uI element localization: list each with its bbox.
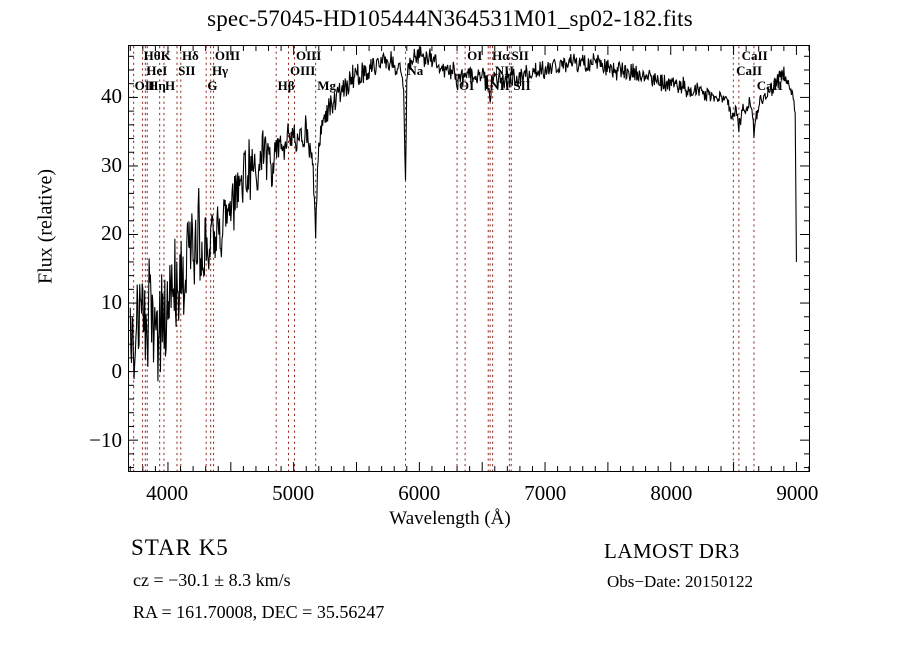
x-tick-label: 5000 [272,481,315,505]
survey-name-text: LAMOST DR3 [604,539,740,563]
coordinates-text: RA = 161.70008, DEC = 35.56247 [133,602,385,622]
x-tick-label: 6000 [398,481,441,505]
line-label-NII-6548: NII [490,78,510,93]
line-marker-group [133,46,755,471]
y-axis-title: Flux (relative) [34,169,57,284]
redshift-velocity-text: cz = −30.1 ± 8.3 km/s [133,570,291,590]
x-tick-label: 8000 [650,481,693,505]
line-label-H-4340: Hγ [211,63,229,78]
y-tick-group [129,55,809,469]
line-label-H-4861: Hβ [277,78,295,93]
line-label-OIII-4363: OIII [214,48,241,63]
line-label-SII-6716: SII [511,48,529,63]
x-tick-label: 7000 [524,481,567,505]
line-label-H-4102: Hδ [181,48,199,63]
line-label-OIII-5007: OIII [296,48,322,63]
y-tick-label: 20 [101,221,122,246]
line-label-H-3798: Hθ [143,48,161,63]
line-label-OII-3727: OII [134,78,155,93]
spectrum-trace [129,46,797,382]
line-label-SII-4072: SII [178,63,196,78]
page-title: spec-57045-HD105444N364531M01_sp02-182.f… [207,6,693,31]
line-label-K-3934: K [160,48,171,63]
line-label-CaII-8662: CaII [756,78,783,93]
spectrum-canvas [129,46,809,471]
observation-date-text: Obs−Date: 20150122 [607,572,754,591]
line-label-H-3968: H [165,78,176,93]
line-label-NII-6583: NII [494,63,515,78]
y-tick-label: 40 [101,83,122,108]
line-label-OIII-4959: OIII [289,63,316,78]
y-tick-label: 30 [101,152,122,177]
line-label-OI-6300: OI [459,78,475,93]
line-label-CaII-8542: CaII [741,48,768,63]
line-label-H-6563: Hα [492,48,510,63]
object-class-text: STAR K5 [131,535,229,560]
plot-frame: OII Hθ HeI Hη K H SII Hδ G Hγ OIII Hβ OIII OIII Mg Na OI… [128,45,810,472]
line-label-H-3835: Hη [148,78,166,93]
x-axis-title: Wavelength (Å) [389,508,511,529]
line-label-OI-6364: OI [467,48,483,63]
y-tick-label: 0 [111,359,123,384]
x-tick-label: 9000 [776,481,819,505]
line-label-HeI-3820: HeI [146,63,168,78]
line-label-CaII-8498: CaII [736,63,763,78]
y-tick-label: −10 [89,428,122,452]
line-label-Mg-5175: Mg [317,78,336,93]
y-tick-label: 10 [101,290,122,315]
x-tick-label: 4000 [146,481,189,505]
x-tick-label-group: 4000 5000 6000 7000 8000 9000 [0,481,900,509]
line-label-G-4304: G [207,78,218,93]
line-label-Na-5890: Na [407,63,424,78]
line-label-SII-6731: SII [513,78,531,93]
y-tick-label-group: −10 0 10 20 30 40 [74,0,122,649]
x-tick-group [129,46,809,471]
